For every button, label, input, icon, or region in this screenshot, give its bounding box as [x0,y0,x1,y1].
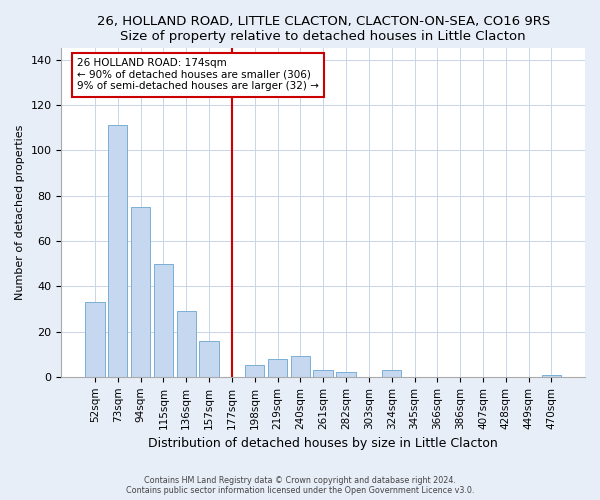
Bar [337,372,356,377]
Bar [268,358,287,377]
Bar [176,311,196,377]
X-axis label: Distribution of detached houses by size in Little Clacton: Distribution of detached houses by size … [148,437,498,450]
Bar [313,370,333,377]
Title: 26, HOLLAND ROAD, LITTLE CLACTON, CLACTON-ON-SEA, CO16 9RS
Size of property rela: 26, HOLLAND ROAD, LITTLE CLACTON, CLACTO… [97,15,550,43]
Text: 26 HOLLAND ROAD: 174sqm
← 90% of detached houses are smaller (306)
9% of semi-de: 26 HOLLAND ROAD: 174sqm ← 90% of detache… [77,58,319,92]
Bar [154,264,173,377]
Bar [199,340,219,377]
Bar [131,207,150,377]
Y-axis label: Number of detached properties: Number of detached properties [15,125,25,300]
Bar [108,126,127,377]
Bar [542,374,561,377]
Text: Contains HM Land Registry data © Crown copyright and database right 2024.
Contai: Contains HM Land Registry data © Crown c… [126,476,474,495]
Bar [245,366,265,377]
Bar [85,302,104,377]
Bar [290,356,310,377]
Bar [382,370,401,377]
